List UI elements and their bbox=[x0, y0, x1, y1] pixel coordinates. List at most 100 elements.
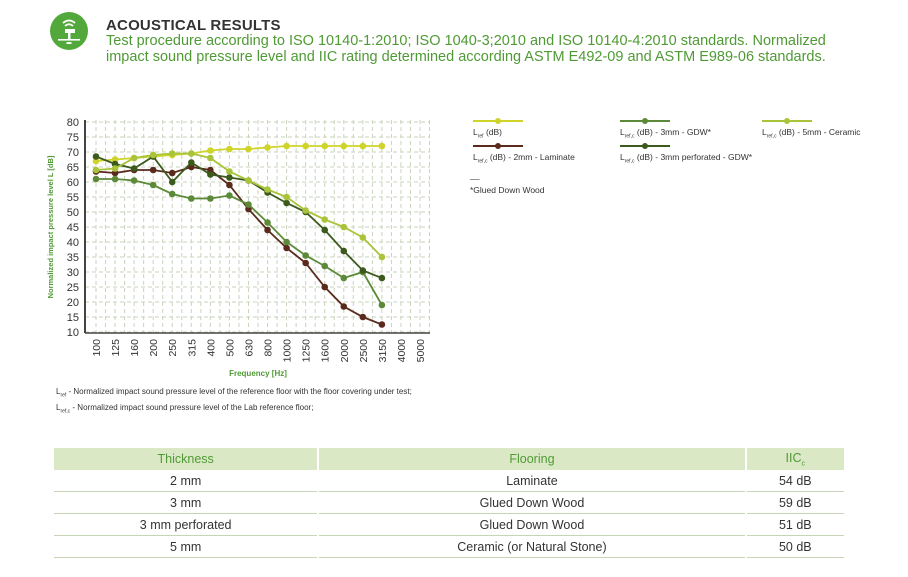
legend-swatch bbox=[620, 143, 670, 149]
y-tick-label: 20 bbox=[67, 297, 79, 309]
data-point bbox=[321, 216, 329, 223]
x-tick-label: 500 bbox=[224, 339, 236, 357]
data-point bbox=[168, 178, 176, 186]
data-point bbox=[283, 142, 290, 150]
data-point bbox=[188, 159, 195, 166]
data-point bbox=[207, 147, 214, 154]
data-point bbox=[130, 177, 138, 184]
legend-label: (dB) bbox=[483, 127, 502, 137]
header-iic: IICc bbox=[746, 448, 844, 470]
data-point bbox=[226, 192, 233, 199]
legend-swatch bbox=[620, 118, 670, 124]
y-tick-label: 55 bbox=[67, 192, 79, 204]
data-point bbox=[264, 226, 271, 234]
data-point bbox=[302, 259, 309, 267]
legend-item: Lref,c (dB) - 5mm - Ceramic bbox=[762, 118, 861, 140]
legend-label: (dB) - 5mm - Ceramic bbox=[776, 127, 861, 137]
y-tick-label: 80 bbox=[67, 117, 79, 129]
table-row: 3 mm perforated Glued Down Wood 51 dB bbox=[54, 514, 844, 536]
data-point bbox=[226, 168, 233, 175]
y-tick-label: 25 bbox=[67, 282, 79, 294]
data-point bbox=[321, 142, 329, 150]
cell-thickness: 2 mm bbox=[54, 470, 318, 492]
data-point bbox=[321, 283, 329, 291]
y-tick-label: 60 bbox=[67, 177, 79, 189]
data-point bbox=[168, 190, 176, 198]
x-tick-label: 315 bbox=[186, 339, 198, 357]
y-tick-label: 35 bbox=[67, 252, 79, 264]
data-point bbox=[340, 142, 348, 150]
data-point bbox=[111, 165, 119, 172]
section-description: Test procedure according to ISO 10140-1:… bbox=[106, 33, 826, 65]
impact-sound-chart: 80 75 70 65 60 55 50 45 40 35 30 25 20 15 10 100 125 160… bbox=[46, 117, 431, 378]
acoustic-floor-icon bbox=[50, 12, 88, 50]
x-tick-label: 100 bbox=[91, 339, 103, 357]
x-tick-label: 200 bbox=[148, 339, 160, 357]
data-point bbox=[340, 274, 348, 282]
data-point bbox=[378, 142, 386, 150]
legend-item: Lref,c (dB) - 3mm - GDW* bbox=[620, 118, 711, 140]
data-point bbox=[130, 165, 138, 172]
chart-grid bbox=[85, 120, 431, 333]
table-row: 3 mm Glued Down Wood 59 dB bbox=[54, 492, 844, 514]
x-tick-label: 5000 bbox=[415, 339, 427, 363]
legend-label-sub: ref bbox=[477, 133, 484, 140]
series-4 bbox=[92, 150, 386, 261]
x-tick-label: 1000 bbox=[282, 339, 294, 363]
data-point bbox=[168, 150, 176, 157]
data-point bbox=[302, 142, 309, 150]
data-point bbox=[264, 219, 271, 226]
series-2 bbox=[92, 175, 386, 309]
cell-flooring: Glued Down Wood bbox=[319, 514, 745, 536]
data-point bbox=[359, 142, 367, 150]
series-3 bbox=[92, 153, 386, 282]
legend-swatch bbox=[473, 143, 523, 149]
legend-label: (dB) - 3mm perforated - GDW* bbox=[634, 152, 753, 162]
legend-label-sub: ref,c bbox=[624, 133, 635, 140]
data-point bbox=[283, 193, 290, 201]
cell-iic: 54 dB bbox=[746, 470, 844, 492]
cell-flooring: Ceramic (or Natural Stone) bbox=[319, 536, 745, 558]
data-point bbox=[168, 169, 176, 177]
legend-swatch bbox=[473, 118, 523, 124]
x-tick-label: 125 bbox=[110, 339, 122, 357]
data-point bbox=[188, 195, 195, 202]
cell-iic: 51 dB bbox=[746, 514, 844, 536]
data-point bbox=[264, 144, 271, 151]
x-tick-label: 630 bbox=[243, 339, 255, 357]
data-point bbox=[226, 145, 233, 153]
data-point bbox=[188, 150, 195, 157]
x-tick-label: 800 bbox=[263, 339, 275, 357]
data-point bbox=[378, 253, 386, 261]
legend-label-sub: ref,c bbox=[766, 133, 777, 140]
data-point bbox=[359, 234, 367, 241]
cell-flooring: Glued Down Wood bbox=[319, 492, 745, 514]
data-point bbox=[283, 244, 290, 252]
cell-thickness: 3 mm perforated bbox=[54, 514, 318, 536]
legend-label-sub: ref,c bbox=[624, 158, 635, 165]
legend-label-main: L bbox=[473, 152, 478, 162]
x-tick-label: 250 bbox=[167, 339, 179, 357]
data-point bbox=[359, 267, 367, 274]
cell-thickness: 3 mm bbox=[54, 492, 318, 514]
data-point bbox=[92, 166, 100, 174]
series-line bbox=[95, 166, 383, 326]
data-point bbox=[207, 195, 214, 202]
data-point bbox=[264, 186, 271, 193]
y-tick-label: 70 bbox=[67, 147, 79, 159]
cell-flooring: Laminate bbox=[319, 470, 745, 492]
x-tick-label: 3150 bbox=[377, 339, 389, 363]
y-tick-label: 15 bbox=[67, 312, 79, 324]
legend-swatch bbox=[762, 118, 812, 124]
x-axis-title: Frequency [Hz] bbox=[229, 369, 287, 378]
data-point bbox=[245, 177, 252, 184]
y-tick-label: 50 bbox=[67, 207, 79, 219]
data-point bbox=[340, 223, 348, 231]
legend-item: Lref (dB) bbox=[473, 118, 523, 140]
table-row: 5 mm Ceramic (or Natural Stone) 50 dB bbox=[54, 536, 844, 558]
y-tick-label: 65 bbox=[67, 162, 79, 174]
data-point bbox=[245, 145, 252, 153]
data-point bbox=[111, 175, 119, 183]
series-line bbox=[95, 155, 383, 279]
y-tick-label: 40 bbox=[67, 237, 79, 249]
